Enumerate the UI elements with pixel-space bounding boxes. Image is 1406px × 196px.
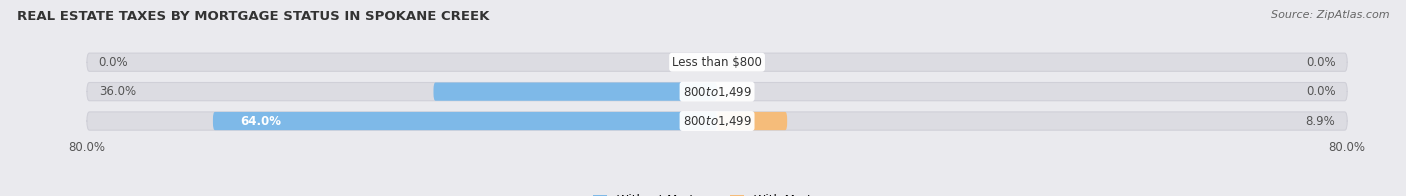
Text: REAL ESTATE TAXES BY MORTGAGE STATUS IN SPOKANE CREEK: REAL ESTATE TAXES BY MORTGAGE STATUS IN … [17,10,489,23]
FancyBboxPatch shape [87,53,1347,71]
Text: 0.0%: 0.0% [1306,85,1336,98]
Text: 0.0%: 0.0% [98,56,128,69]
Text: 64.0%: 64.0% [240,114,281,128]
Legend: Without Mortgage, With Mortgage: Without Mortgage, With Mortgage [588,189,846,196]
Text: 0.0%: 0.0% [1306,56,1336,69]
FancyBboxPatch shape [87,112,1347,130]
Text: 8.9%: 8.9% [1306,114,1336,128]
Text: 36.0%: 36.0% [98,85,136,98]
Text: $800 to $1,499: $800 to $1,499 [682,114,752,128]
FancyBboxPatch shape [212,112,717,130]
FancyBboxPatch shape [87,83,1347,101]
Text: Less than $800: Less than $800 [672,56,762,69]
FancyBboxPatch shape [433,83,717,101]
Text: Source: ZipAtlas.com: Source: ZipAtlas.com [1271,10,1389,20]
FancyBboxPatch shape [717,112,787,130]
Text: $800 to $1,499: $800 to $1,499 [682,85,752,99]
